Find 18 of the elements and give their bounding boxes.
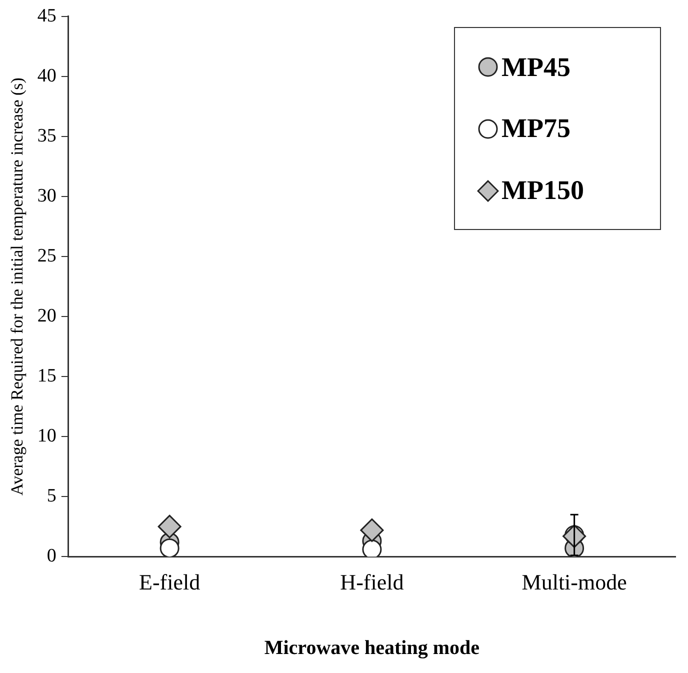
legend-label: MP150 [502, 175, 584, 206]
y-tick-label: 5 [46, 486, 56, 507]
y-tick-label: 40 [37, 65, 56, 86]
y-tick-label: 35 [37, 125, 56, 146]
x-axis-title: Microwave heating mode [264, 637, 480, 660]
x-tick-label: E-field [139, 570, 200, 595]
x-tick-label: Multi-mode [522, 570, 627, 595]
y-tick-label: 25 [37, 245, 56, 266]
legend-label: MP75 [502, 113, 570, 144]
y-tick-label: 20 [37, 305, 56, 326]
y-tick-label: 45 [37, 5, 56, 26]
x-tick-label: H-field [340, 570, 404, 595]
y-tick-label: 0 [46, 546, 56, 567]
y-tick-label: 15 [37, 366, 56, 387]
y-tick-label: 10 [37, 426, 56, 447]
legend-label: MP45 [502, 52, 570, 83]
y-tick-label: 30 [37, 185, 56, 206]
y-axis-title: Average time Required for the initial temperature increase (s) [8, 78, 27, 496]
